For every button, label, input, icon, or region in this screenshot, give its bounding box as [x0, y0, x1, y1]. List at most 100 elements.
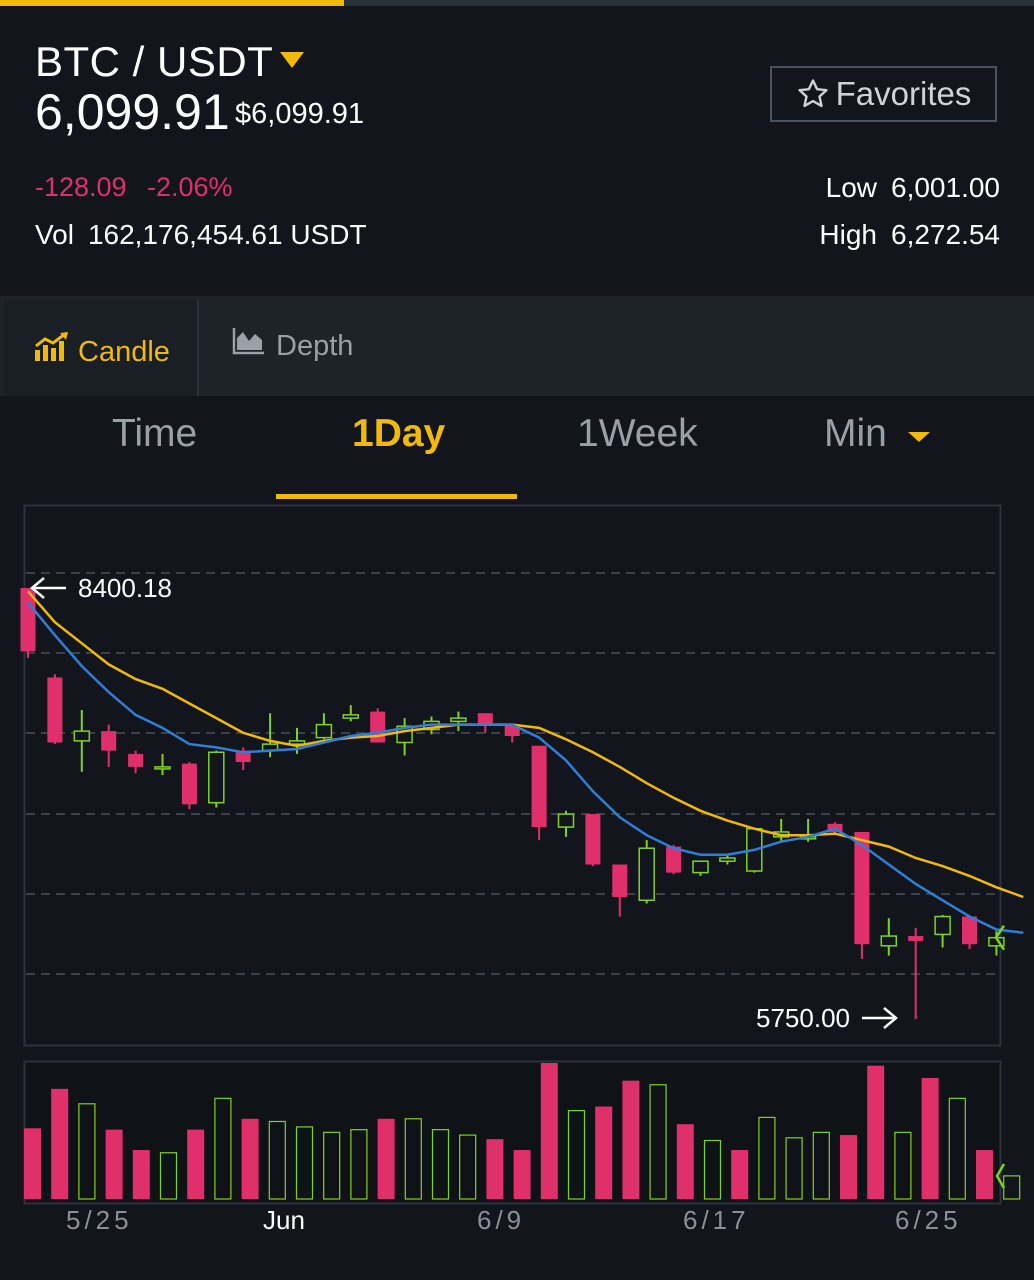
volume-bar-down	[486, 1139, 504, 1199]
volume-bar-up	[78, 1103, 96, 1200]
volume-bar-up	[323, 1131, 341, 1200]
volume-bar-up	[295, 1126, 314, 1200]
low-marker-arrow-icon	[883, 1007, 898, 1029]
volume-bar-down	[513, 1150, 531, 1199]
high-marker-label: 8400.18	[78, 573, 172, 603]
candle-body-up	[692, 860, 709, 874]
candle-body-down	[101, 731, 117, 751]
x-tick-label: Jun	[263, 1205, 305, 1235]
volume-bar-down	[377, 1118, 395, 1199]
ma-long-line	[27, 590, 1024, 899]
volume-bar-down	[241, 1118, 259, 1199]
candle-body-down	[47, 677, 63, 743]
interval-1day[interactable]: 1Day	[352, 412, 446, 455]
volume-bar-down	[676, 1124, 694, 1199]
volume-bar-down	[976, 1150, 993, 1199]
volume-bar-down	[540, 1063, 558, 1199]
volume-bar-up	[785, 1137, 803, 1200]
candle-body-up	[288, 740, 306, 745]
market-header	[0, 6, 1034, 296]
volume-bar-up	[948, 1097, 966, 1200]
low-value: 6,001.00	[891, 172, 1000, 203]
tab-candle[interactable]: Candle	[4, 300, 199, 396]
volume-bar-up	[214, 1097, 232, 1200]
interval-time[interactable]: Time	[112, 412, 198, 455]
low-marker-label: 5750.00	[756, 1003, 850, 1033]
star-outline-icon	[797, 79, 828, 108]
candle-body-up	[880, 935, 898, 947]
candle-body-down	[612, 864, 628, 898]
high-value: 6,272.54	[891, 219, 1000, 250]
interval-min[interactable]: Min	[824, 412, 887, 455]
volume-bar-up	[894, 1131, 912, 1200]
area-chart-icon	[232, 328, 264, 355]
volume-bar-down	[105, 1129, 123, 1199]
x-tick-label: 6/17	[683, 1205, 750, 1235]
candle-body-down	[128, 753, 144, 767]
volume-bar-down	[731, 1150, 749, 1199]
x-axis-labels: 5/25 Jun 6/9 6/17 6/25	[0, 1205, 1034, 1245]
favorites-button[interactable]: Favorites	[770, 66, 997, 122]
price-change: -128.09	[35, 172, 127, 202]
candle-body-up	[315, 723, 333, 739]
volume-bar-down	[622, 1080, 640, 1199]
volume-bar-up	[567, 1109, 586, 1200]
candle-body-up	[73, 730, 91, 742]
low-label: Low	[825, 172, 877, 203]
candle-body-down	[666, 846, 682, 873]
candle-body-down	[585, 814, 601, 865]
volume-bar-up	[1003, 1175, 1021, 1200]
volume-pointer-icon	[995, 1163, 1006, 1189]
volume-bar-down	[24, 1128, 41, 1199]
trading-pair-selector[interactable]: BTC / USDT	[35, 38, 274, 85]
candle-body-down	[854, 831, 870, 945]
ma-short-line	[27, 601, 1024, 935]
volume-value: 162,176,454.61 USDT	[87, 219, 367, 250]
tab-depth[interactable]: Depth	[202, 300, 402, 396]
volume-bar-up	[459, 1134, 477, 1200]
volume-bar-down	[132, 1150, 150, 1199]
caret-down-icon[interactable]	[908, 432, 930, 442]
candle-body-down	[235, 750, 251, 763]
candle-body-up	[638, 847, 655, 902]
low-row: Low 6,001.00	[826, 172, 1000, 204]
volume-bar-down	[187, 1129, 205, 1199]
loading-progress-bar	[0, 0, 1034, 6]
volume-bar-up	[703, 1139, 722, 1200]
volume-bar-down	[840, 1135, 857, 1199]
high-label: High	[819, 219, 877, 250]
x-tick-label: 6/9	[477, 1205, 526, 1235]
x-tick-label: 5/25	[66, 1205, 133, 1235]
candle-body-down	[477, 713, 493, 725]
caret-down-icon[interactable]	[280, 52, 304, 68]
volume-bar-up	[812, 1131, 830, 1200]
volume-bar-up	[159, 1152, 178, 1200]
candlestick-chart[interactable]: 8400.18 5750.00	[0, 500, 1034, 1205]
volume-row: Vol 162,176,454.61 USDT	[35, 219, 367, 251]
volume-bar-up	[649, 1084, 667, 1200]
high-marker-arrow-icon	[30, 577, 45, 599]
interval-1week[interactable]: 1Week	[577, 412, 698, 455]
active-interval-indicator	[276, 494, 517, 499]
last-price-usd: $6,099.91	[235, 98, 365, 130]
candle-body-down	[370, 711, 386, 743]
candle-body-down	[962, 916, 977, 945]
volume-bar-up	[404, 1118, 422, 1200]
candle-body-up	[450, 717, 467, 723]
candle-body-up	[154, 766, 171, 770]
candle-body-down	[504, 724, 520, 737]
volume-bar-down	[921, 1077, 939, 1199]
high-row: High 6,272.54	[819, 219, 1000, 251]
candle-body-up	[208, 751, 225, 804]
volume-label: Vol	[35, 219, 74, 250]
candle-chart-icon	[35, 332, 68, 361]
volume-bar-up	[431, 1129, 450, 1200]
candle-body-up	[719, 857, 736, 862]
interval-selector: Time 1Day 1Week Min	[0, 396, 1034, 500]
current-price-pointer-icon	[994, 924, 1006, 951]
candle-body-up	[557, 813, 575, 828]
volume-bar-up	[350, 1129, 368, 1200]
x-tick-label: 6/25	[895, 1205, 962, 1235]
candle-body-down	[908, 936, 924, 941]
candle-body-up	[342, 714, 360, 719]
